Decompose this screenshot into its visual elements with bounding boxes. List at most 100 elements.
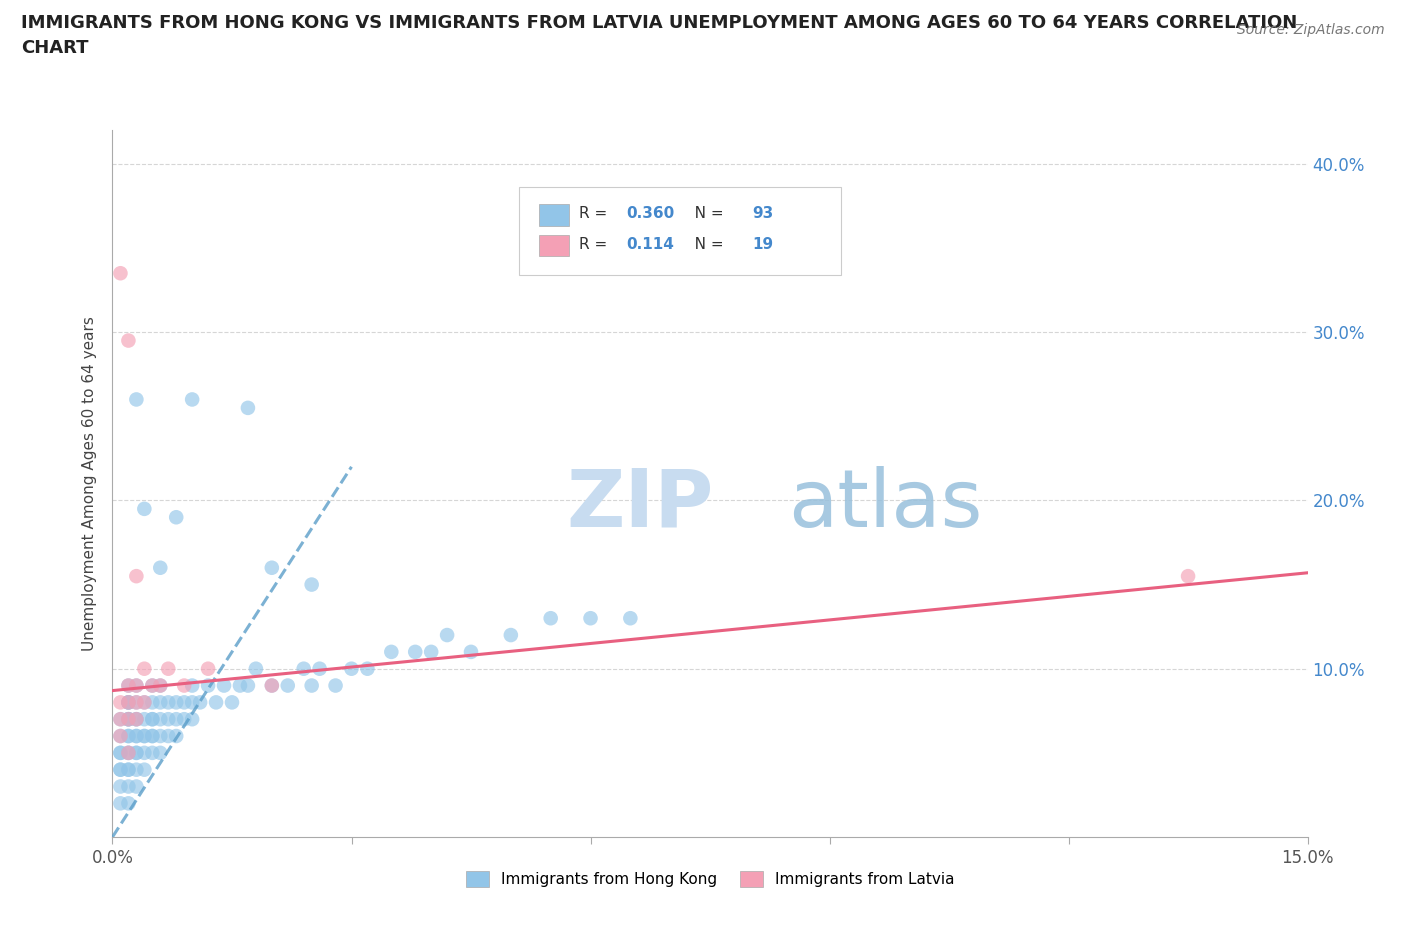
Point	[181, 392, 204, 407]
Point	[125, 711, 148, 726]
Point	[188, 695, 211, 710]
Point	[619, 611, 641, 626]
Point	[308, 661, 330, 676]
Point	[1177, 569, 1199, 584]
Point	[245, 661, 267, 676]
Point	[125, 711, 148, 726]
Point	[117, 695, 139, 710]
Point	[117, 678, 139, 693]
Point	[221, 695, 243, 710]
Point	[134, 501, 156, 516]
Point	[173, 695, 195, 710]
Point	[149, 560, 172, 575]
Point	[125, 728, 148, 743]
Point	[173, 711, 195, 726]
Text: 0.360: 0.360	[627, 206, 675, 221]
Point	[212, 678, 235, 693]
Bar	[538, 205, 569, 226]
Point	[110, 266, 132, 281]
Point	[141, 728, 163, 743]
Point	[157, 695, 180, 710]
Point	[540, 611, 562, 626]
Point	[134, 711, 156, 726]
Point	[420, 644, 443, 659]
Point	[117, 695, 139, 710]
Point	[110, 746, 132, 761]
Point	[125, 569, 148, 584]
Point	[141, 711, 163, 726]
Point	[141, 695, 163, 710]
Bar	[538, 234, 569, 256]
Point	[117, 333, 139, 348]
Point	[149, 711, 172, 726]
Point	[125, 746, 148, 761]
Text: Source: ZipAtlas.com: Source: ZipAtlas.com	[1237, 23, 1385, 37]
Point	[117, 695, 139, 710]
Point	[260, 678, 283, 693]
Point	[141, 711, 163, 726]
Point	[149, 678, 172, 693]
Point	[292, 661, 315, 676]
Point	[149, 728, 172, 743]
Point	[165, 711, 187, 726]
Point	[301, 678, 323, 693]
Point	[181, 695, 204, 710]
Point	[499, 628, 522, 643]
Text: 93: 93	[752, 206, 773, 221]
Point	[117, 711, 139, 726]
Text: 19: 19	[752, 237, 773, 252]
Point	[404, 644, 426, 659]
Point	[436, 628, 458, 643]
Point	[165, 510, 187, 525]
Point	[134, 728, 156, 743]
Text: IMMIGRANTS FROM HONG KONG VS IMMIGRANTS FROM LATVIA UNEMPLOYMENT AMONG AGES 60 T: IMMIGRANTS FROM HONG KONG VS IMMIGRANTS …	[21, 14, 1298, 57]
Point	[325, 678, 347, 693]
Text: ZIP: ZIP	[567, 466, 714, 544]
Point	[134, 728, 156, 743]
Point	[125, 779, 148, 794]
Text: R =: R =	[579, 206, 612, 221]
Point	[110, 779, 132, 794]
Point	[134, 695, 156, 710]
Point	[260, 678, 283, 693]
Point	[110, 711, 132, 726]
Point	[149, 695, 172, 710]
Point	[134, 661, 156, 676]
Point	[117, 711, 139, 726]
Point	[125, 392, 148, 407]
Point	[141, 746, 163, 761]
Point	[117, 695, 139, 710]
Text: 0.114: 0.114	[627, 237, 675, 252]
Point	[141, 678, 163, 693]
Text: atlas: atlas	[787, 466, 981, 544]
Point	[236, 678, 259, 693]
Point	[117, 711, 139, 726]
Point	[165, 728, 187, 743]
Point	[181, 711, 204, 726]
Point	[117, 728, 139, 743]
Point	[110, 728, 132, 743]
Point	[125, 763, 148, 777]
Point	[117, 678, 139, 693]
Point	[181, 678, 204, 693]
Point	[110, 728, 132, 743]
Point	[236, 401, 259, 416]
Point	[110, 763, 132, 777]
Point	[110, 796, 132, 811]
Point	[356, 661, 378, 676]
Point	[125, 728, 148, 743]
Point	[229, 678, 252, 693]
Point	[110, 763, 132, 777]
Point	[460, 644, 482, 659]
Point	[149, 678, 172, 693]
Point	[165, 695, 187, 710]
Legend: Immigrants from Hong Kong, Immigrants from Latvia: Immigrants from Hong Kong, Immigrants fr…	[460, 865, 960, 893]
Point	[277, 678, 299, 693]
Point	[125, 746, 148, 761]
Point	[260, 560, 283, 575]
Point	[141, 678, 163, 693]
Point	[117, 711, 139, 726]
Point	[340, 661, 363, 676]
Point	[301, 578, 323, 592]
Y-axis label: Unemployment Among Ages 60 to 64 years: Unemployment Among Ages 60 to 64 years	[82, 316, 97, 651]
